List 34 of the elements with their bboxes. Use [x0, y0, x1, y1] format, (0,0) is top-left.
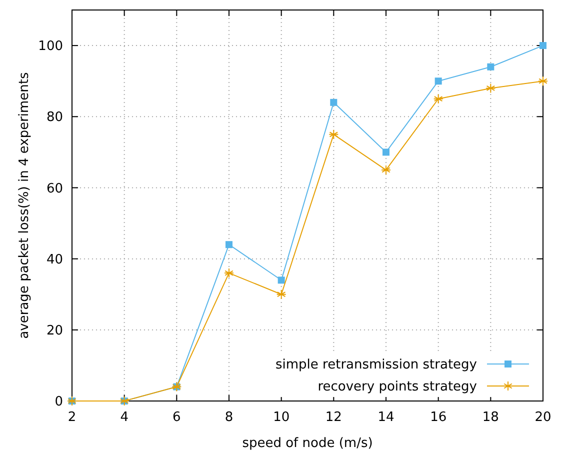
x-tick-label: 2 [68, 410, 76, 425]
point [224, 268, 234, 278]
x-tick-label: 6 [172, 410, 181, 425]
point [381, 164, 391, 175]
point [276, 289, 286, 300]
point [486, 83, 496, 94]
point [330, 98, 338, 106]
y-axis-title: average packet loss(%) in 4 experiments [17, 72, 32, 339]
x-tick-label: 8 [224, 410, 234, 425]
point [433, 94, 444, 104]
legend-label: recovery points strategy [318, 380, 478, 395]
legend-label: simple retransmission strategy [276, 358, 478, 373]
point [487, 63, 494, 70]
x-tick-label: 4 [120, 410, 128, 425]
y-tick-label: 60 [46, 181, 63, 196]
point [540, 42, 546, 50]
point [278, 276, 285, 284]
x-tick-label: 12 [325, 410, 342, 425]
x-axis-title: speed of node (m/s) [242, 436, 373, 451]
x-tick-label: 18 [482, 410, 499, 425]
x-tick-label: 10 [273, 410, 290, 425]
y-tick-label: 0 [54, 394, 63, 410]
point [538, 76, 548, 86]
x-tick-label: 20 [534, 410, 552, 425]
y-tick-label: 40 [46, 252, 63, 268]
point [382, 148, 390, 156]
point [328, 129, 339, 140]
y-tick-label: 20 [46, 323, 63, 338]
point [226, 241, 232, 248]
x-tick-label: 16 [430, 410, 447, 425]
y-tick-label: 100 [38, 39, 63, 54]
x-tick-label: 14 [378, 410, 394, 425]
y-tick-label: 80 [46, 110, 63, 126]
point [434, 78, 442, 85]
